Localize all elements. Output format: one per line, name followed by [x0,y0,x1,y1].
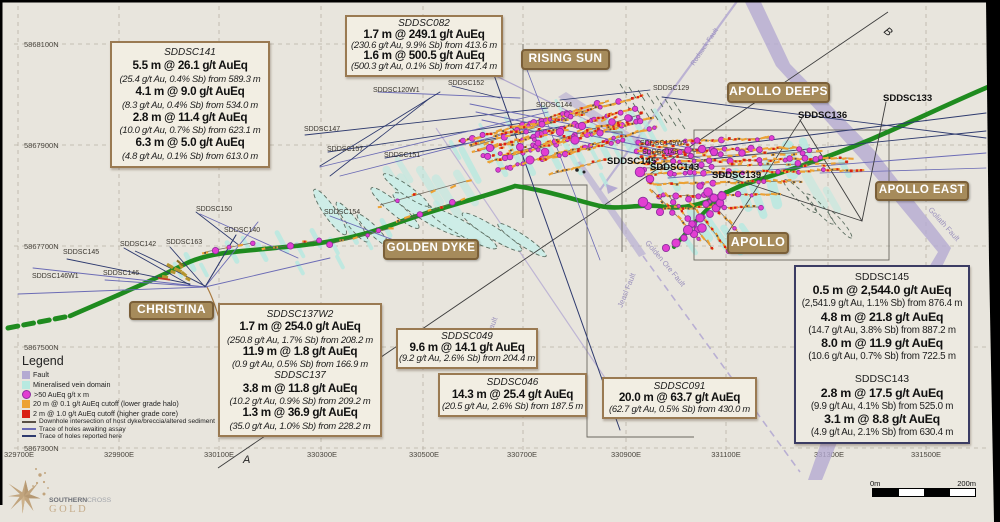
svg-text:5867500N: 5867500N [24,343,59,352]
svg-text:330500E: 330500E [409,450,439,459]
svg-text:SDDSC145: SDDSC145 [607,156,657,167]
svg-text:SOUTHERN: SOUTHERN [49,497,87,504]
svg-text:Rodsack Fault: Rodsack Fault [690,27,720,67]
svg-text:SDDSC145: SDDSC145 [63,249,99,256]
svg-text:331100E: 331100E [711,450,740,459]
svg-text:SDDSC163: SDDSC163 [166,239,202,246]
svg-text:5867900N: 5867900N [24,141,59,150]
svg-text:5867300N: 5867300N [24,444,59,453]
svg-text:SDDSC146W1: SDDSC146W1 [32,273,79,280]
svg-text:SDDSC149W2: SDDSC149W2 [640,140,687,147]
svg-text:SDDSC152: SDDSC152 [448,80,484,87]
svg-text:SDDSC144: SDDSC144 [536,102,572,109]
svg-text:330100E: 330100E [204,450,234,459]
svg-text:SDDSC139: SDDSC139 [712,170,761,181]
svg-text:SDDSC154: SDDSC154 [324,209,360,216]
svg-text:330900E: 330900E [611,450,641,459]
svg-text:SDDSC143: SDDSC143 [650,162,699,173]
svg-text:GOLD: GOLD [49,504,88,515]
svg-text:329700E: 329700E [4,450,34,459]
svg-text:SDDSC150: SDDSC150 [196,206,232,213]
svg-text:SDDSC149: SDDSC149 [642,149,678,156]
svg-text:329900E: 329900E [104,450,134,459]
svg-text:SDDSC136: SDDSC136 [798,110,847,121]
svg-text:A: A [242,454,250,466]
svg-text:SDDSC129: SDDSC129 [653,85,689,92]
svg-text:Jeasl Fault: Jeasl Fault [616,271,638,309]
svg-text:330700E: 330700E [507,450,537,459]
svg-text:5868100N: 5868100N [24,40,59,49]
svg-text:SDDSC151: SDDSC151 [384,152,420,159]
svg-text:330300E: 330300E [307,450,337,459]
svg-text:SDDSC157: SDDSC157 [327,146,363,153]
svg-text:B: B [881,25,894,39]
svg-text:SDDSC147: SDDSC147 [304,126,340,133]
svg-text:SDDSC146: SDDSC146 [103,270,139,277]
svg-text:SDDSC120W1: SDDSC120W1 [373,87,420,94]
svg-text:SDDSC133: SDDSC133 [883,93,932,104]
svg-text:5867700N: 5867700N [24,242,59,251]
svg-text:331500E: 331500E [911,450,941,459]
svg-text:SDDSC142: SDDSC142 [120,241,156,248]
svg-text:SDDSC140: SDDSC140 [224,227,260,234]
svg-text:CROSS: CROSS [87,497,112,504]
